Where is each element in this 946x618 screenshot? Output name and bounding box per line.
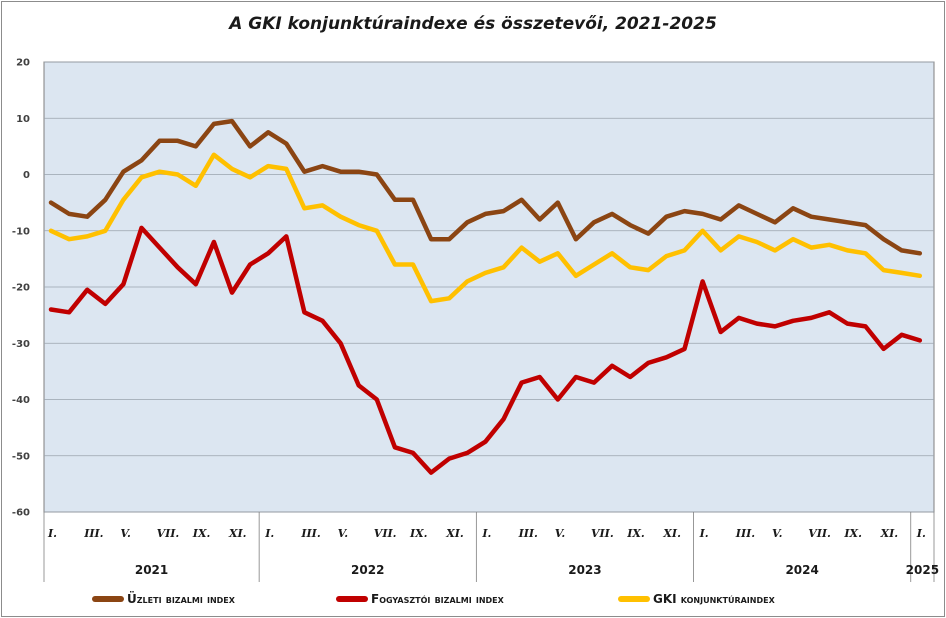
month-tick-label: V. [120, 527, 131, 540]
month-tick-label: IX. [626, 527, 645, 540]
legend-item-business: Üzleti bizalmi index [92, 592, 235, 606]
legend-swatch-consumer [336, 596, 368, 602]
series-line-2 [48, 152, 923, 304]
legend-swatch-business [92, 596, 124, 602]
series-line-1 [48, 225, 923, 475]
y-tick-label: -30 [12, 339, 30, 350]
legend: Üzleti bizalmi index Fogyasztói bizalmi … [0, 592, 946, 614]
x-axis: I. III. V. VII. IX. XI. I. III. V. VII. IX. XI. I. II… [43, 512, 939, 582]
month-tick-label: IX. [409, 527, 428, 540]
gridlines [44, 61, 934, 513]
month-tick-label: VII. [157, 527, 180, 540]
legend-item-consumer: Fogyasztói bizalmi index [336, 592, 504, 606]
legend-label-business: Üzleti bizalmi index [127, 592, 235, 606]
month-tick-label: VII. [374, 527, 397, 540]
month-tick-label: I. [47, 527, 57, 540]
month-tick-label: V. [555, 527, 566, 540]
year-label: 2024 [785, 563, 818, 577]
y-tick-label: 10 [16, 114, 30, 125]
month-tick-label: III. [300, 527, 320, 540]
legend-label-gki: GKI konjunktúraindex [653, 592, 775, 606]
month-tick-label: I. [699, 527, 709, 540]
month-tick-label: V. [772, 527, 783, 540]
y-tick-label: -20 [12, 283, 30, 294]
year-label: 2023 [568, 563, 601, 577]
y-axis: 20 10 0 -10 -20 -30 -40 -50 -60 [12, 58, 30, 519]
month-tick-label: IX. [843, 527, 862, 540]
legend-label-consumer: Fogyasztói bizalmi index [371, 592, 504, 606]
legend-swatch-gki [618, 596, 650, 602]
year-label: 2021 [135, 563, 168, 577]
y-tick-label: -10 [12, 226, 30, 237]
y-tick-label: 0 [23, 170, 30, 181]
month-tick-label: XI. [880, 527, 899, 540]
series-line-0 [48, 118, 923, 256]
year-label: 2025 [906, 563, 939, 577]
month-tick-label: I. [264, 527, 274, 540]
line-chart: 20 10 0 -10 -20 -30 -40 -50 -60 I. III. V. VII. IX. X… [12, 58, 939, 582]
chart-title: A GKI konjunktúraindexe és összetevői, 2… [229, 14, 717, 34]
year-label: 2022 [351, 563, 384, 577]
month-tick-label: VII. [591, 527, 614, 540]
month-tick-label: VII. [808, 527, 831, 540]
month-tick-label: I. [481, 527, 491, 540]
month-tick-label: V. [338, 527, 349, 540]
series-lines [48, 118, 923, 475]
month-tick-label: XI. [662, 527, 681, 540]
y-tick-label: -50 [12, 451, 30, 462]
y-tick-label: -40 [12, 395, 30, 406]
month-tick-label: III. [83, 527, 103, 540]
month-tick-label: I. [916, 527, 926, 540]
legend-item-gki: GKI konjunktúraindex [618, 592, 775, 606]
month-tick-label: IX. [192, 527, 211, 540]
month-tick-label: XI. [228, 527, 247, 540]
y-tick-label: -60 [12, 508, 30, 519]
month-tick-label: III. [735, 527, 755, 540]
month-tick-label: III. [518, 527, 538, 540]
month-tick-label: XI. [445, 527, 464, 540]
y-tick-label: 20 [16, 58, 30, 69]
